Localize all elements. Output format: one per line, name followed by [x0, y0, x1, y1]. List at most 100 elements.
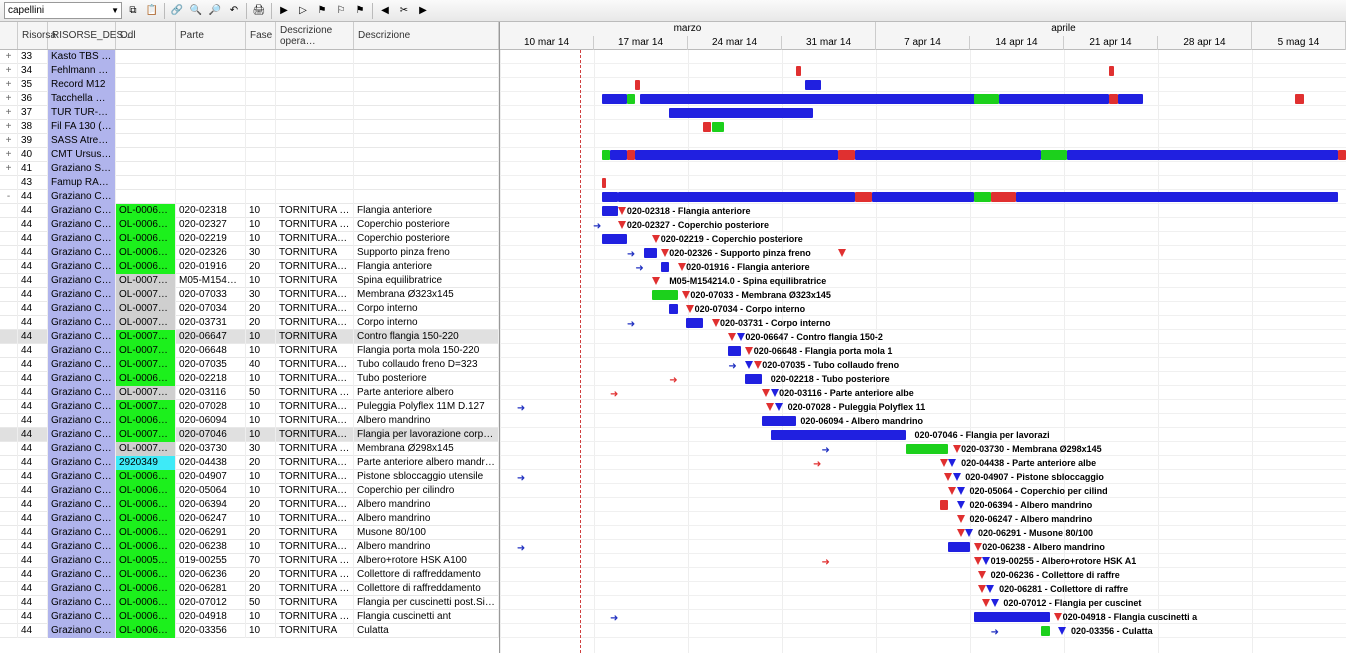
gantt-bar[interactable]	[1109, 94, 1117, 104]
gantt-bar[interactable]	[1338, 150, 1346, 160]
milestone-icon[interactable]	[940, 459, 948, 467]
detail-row[interactable]: 44Graziano CTX 7…OL-0007148020-0703420TO…	[0, 302, 499, 316]
detail-row[interactable]: 44Graziano CTX 7…OL-0006874020-0701250TO…	[0, 596, 499, 610]
milestone-icon[interactable]	[678, 263, 686, 271]
milestone-icon[interactable]	[948, 487, 956, 495]
milestone-icon[interactable]	[982, 599, 990, 607]
col-header-1[interactable]: Risorsa	[18, 22, 48, 49]
col-header-4[interactable]: Parte	[176, 22, 246, 49]
col-header-7[interactable]: Descrizione	[354, 22, 499, 49]
milestone-icon[interactable]	[737, 333, 745, 341]
col-header-0[interactable]	[0, 22, 18, 49]
detail-row[interactable]: 44Graziano CTX 7…OL-0006719020-0639420TO…	[0, 498, 499, 512]
gantt-bar[interactable]	[1041, 626, 1049, 636]
summary-row[interactable]: +35Record M12	[0, 78, 499, 92]
gantt-bar[interactable]	[771, 430, 906, 440]
milestone-icon[interactable]	[982, 557, 990, 565]
milestone-icon[interactable]	[686, 305, 694, 313]
summary-row[interactable]: +40CMT Ursus 250…	[0, 148, 499, 162]
detail-row[interactable]: 44Graziano CTX 7…OL-0006745020-0491810TO…	[0, 610, 499, 624]
detail-row[interactable]: 44Graziano CTX 7…OL-0007147020-0703330TO…	[0, 288, 499, 302]
gantt-bar[interactable]	[602, 150, 610, 160]
play-button[interactable]: ▷	[294, 2, 312, 20]
gantt-bar[interactable]	[906, 444, 948, 454]
expand-toggle[interactable]: +	[0, 50, 18, 64]
gantt-bar[interactable]	[1067, 150, 1338, 160]
flag-button[interactable]: ⚐	[332, 2, 350, 20]
gantt-bar[interactable]	[1118, 94, 1143, 104]
cut-button[interactable]: ✂	[395, 2, 413, 20]
milestone-icon[interactable]	[1054, 613, 1062, 621]
detail-row[interactable]: 44Graziano CTX 7…2920349020-0443820TORNI…	[0, 456, 499, 470]
gantt-bar[interactable]	[991, 192, 1016, 202]
milestone-icon[interactable]	[745, 347, 753, 355]
gantt-bar[interactable]	[1041, 150, 1066, 160]
detail-row[interactable]: 44Graziano CTX 7…OL-0006948020-0232710TO…	[0, 218, 499, 232]
detail-row[interactable]: 44Graziano CTX 7…OL-0006689020-0609410TO…	[0, 414, 499, 428]
gantt-bar[interactable]	[602, 192, 619, 202]
detail-row[interactable]: 44Graziano CTX 7…OL-0007114020-0373030TO…	[0, 442, 499, 456]
flag-pink-button[interactable]: ⚑	[351, 2, 369, 20]
milestone-icon[interactable]	[948, 459, 956, 467]
gantt-bar[interactable]	[1295, 94, 1303, 104]
gantt-bar[interactable]	[745, 374, 762, 384]
print-button[interactable]: 🖨	[250, 2, 268, 20]
summary-row[interactable]: +34Fehlmann P 18…	[0, 64, 499, 78]
col-header-3[interactable]: Odl	[116, 22, 176, 49]
gantt-bar[interactable]	[974, 94, 999, 104]
col-header-6[interactable]: Descrizione opera…	[276, 22, 354, 49]
summary-row[interactable]: +37TUR TUR-630…	[0, 106, 499, 120]
milestone-icon[interactable]	[652, 277, 660, 285]
milestone-icon[interactable]	[978, 585, 986, 593]
detail-row[interactable]: 44Graziano CTX 7…OL-0006709020-0628120TO…	[0, 582, 499, 596]
gantt-bar[interactable]	[703, 122, 711, 132]
milestone-icon[interactable]	[766, 403, 774, 411]
detail-row[interactable]: 44Graziano CTX 7…OL-0006706020-0624710TO…	[0, 512, 499, 526]
milestone-icon[interactable]	[957, 515, 965, 523]
col-header-2[interactable]: RISORSE_DES…	[48, 22, 116, 49]
milestone-icon[interactable]	[771, 389, 779, 397]
play-blue-button[interactable]: ▶	[275, 2, 293, 20]
milestone-icon[interactable]	[1058, 627, 1066, 635]
milestone-icon[interactable]	[953, 473, 961, 481]
gantt-bar[interactable]	[644, 248, 657, 258]
milestone-icon[interactable]	[745, 361, 753, 369]
gantt-bar[interactable]	[855, 192, 872, 202]
detail-row[interactable]: 44Graziano CTX 7…OL-0006961020-0335610TO…	[0, 624, 499, 638]
gantt-bar[interactable]	[618, 192, 855, 202]
gantt-bar[interactable]	[712, 122, 725, 132]
milestone-icon[interactable]	[986, 585, 994, 593]
milestone-icon[interactable]	[957, 487, 965, 495]
summary-row[interactable]: +41Graziano SAG …	[0, 162, 499, 176]
gantt-bar[interactable]	[974, 612, 1050, 622]
gantt-bar[interactable]	[669, 108, 813, 118]
expand-toggle[interactable]: -	[0, 190, 18, 204]
gantt-bar[interactable]	[686, 318, 703, 328]
paste-button[interactable]: 📋	[143, 2, 161, 20]
milestone-icon[interactable]	[944, 473, 952, 481]
detail-row[interactable]: 44Graziano CTX 7…OL-0006698020-0623810TO…	[0, 540, 499, 554]
expand-toggle[interactable]: +	[0, 148, 18, 162]
milestone-icon[interactable]	[762, 389, 770, 397]
summary-row[interactable]: 43Famup RAG 40…	[0, 176, 499, 190]
undo-button[interactable]: ↶	[225, 2, 243, 20]
detail-row[interactable]: 44Graziano CTX 7…OL-0007110020-0703540TO…	[0, 358, 499, 372]
detail-row[interactable]: 44Graziano CTX 7…OL-0007062M05-M154214.0…	[0, 274, 499, 288]
detail-row[interactable]: 44Graziano CTX 7…OL-0006742020-0506410TO…	[0, 484, 499, 498]
detail-row[interactable]: 44Graziano CTX 7…OL-0007083020-0311650TO…	[0, 386, 499, 400]
milestone-icon[interactable]	[965, 529, 973, 537]
gantt-bar[interactable]	[652, 290, 677, 300]
gantt-bar[interactable]	[635, 80, 639, 90]
detail-row[interactable]: 44Graziano CTX 7…OL-0006913020-0221810TO…	[0, 372, 499, 386]
milestone-icon[interactable]	[712, 319, 720, 327]
detail-row[interactable]: 44Graziano CTX 7…OL-0006741020-0490710TO…	[0, 470, 499, 484]
col-header-5[interactable]: Fase	[246, 22, 276, 49]
expand-toggle[interactable]	[0, 176, 18, 190]
milestone-icon[interactable]	[953, 445, 961, 453]
summary-row[interactable]: +38Fil FA 130 (Fres…	[0, 120, 499, 134]
milestone-icon[interactable]	[838, 249, 846, 257]
copy-button[interactable]: ⧉	[124, 2, 142, 20]
milestone-icon[interactable]	[618, 207, 626, 215]
milestone-icon[interactable]	[682, 291, 690, 299]
expand-toggle[interactable]: +	[0, 162, 18, 176]
